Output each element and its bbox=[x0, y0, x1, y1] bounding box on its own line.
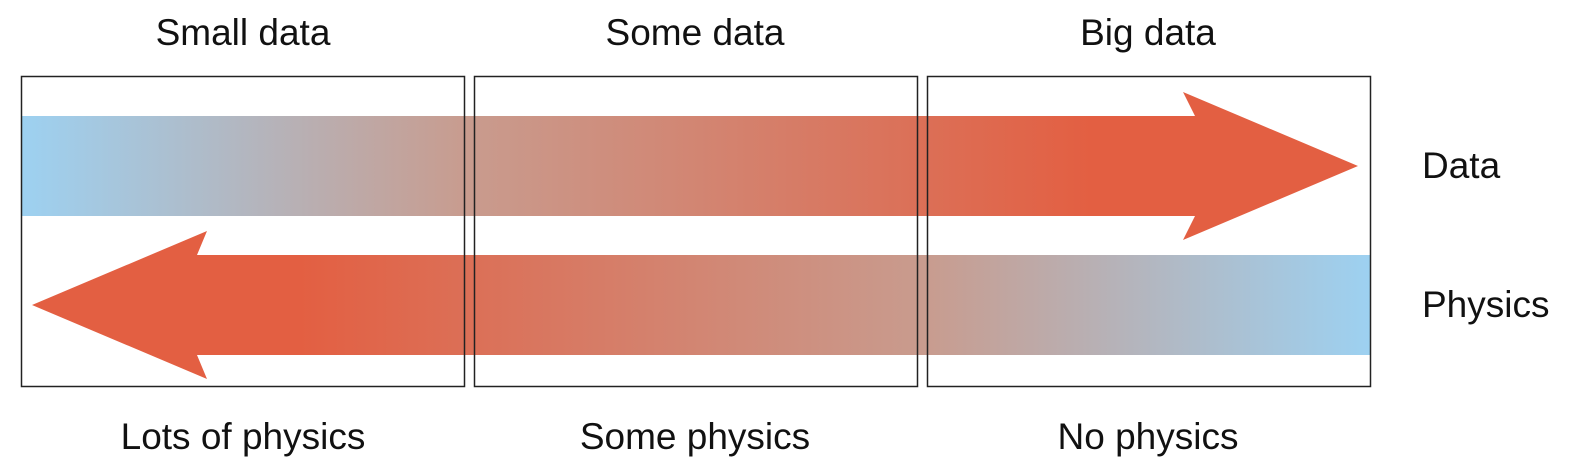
column-top-label-big-data: Big data bbox=[1080, 12, 1216, 53]
row-label-data: Data bbox=[1422, 145, 1501, 186]
column-frame-some-data bbox=[473, 75, 919, 388]
column-top-label-small-data: Small data bbox=[156, 12, 331, 53]
column-top-label-some-data: Some data bbox=[606, 12, 785, 53]
row-label-physics: Physics bbox=[1422, 284, 1549, 325]
column-bottom-label-some-physics: Some physics bbox=[580, 416, 810, 457]
column-frame-big-data bbox=[926, 75, 1372, 388]
data-arrow bbox=[22, 92, 1358, 240]
physics-arrow bbox=[32, 231, 1370, 379]
column-frame-small-data bbox=[20, 75, 466, 388]
column-bottom-label-no-physics: No physics bbox=[1058, 416, 1239, 457]
column-bottom-label-lots-of-physics: Lots of physics bbox=[121, 416, 366, 457]
